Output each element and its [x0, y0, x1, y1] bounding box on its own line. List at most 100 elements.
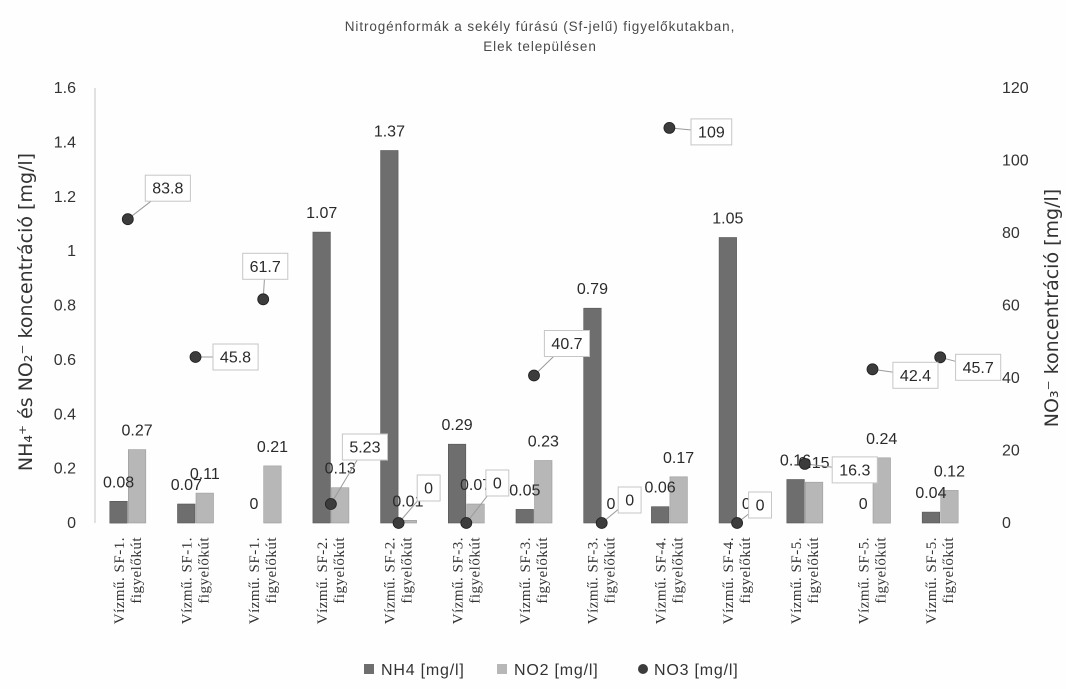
no3-data-label-group: 61.7 [242, 252, 289, 280]
x-tick-label: Vízmű. SF-3.figyelőkút [586, 537, 619, 625]
x-tick-label-line: Vízmű. SF-3. [518, 537, 534, 624]
y-tick-label-left: 0.4 [54, 406, 76, 423]
no2-data-label: 0.17 [663, 450, 694, 467]
x-tick-label-line: figyelőkút [400, 537, 416, 604]
no3-markers [121, 122, 947, 529]
no2-data-label: 0.27 [122, 423, 153, 440]
no2-data-label: 0.11 [190, 466, 220, 483]
x-tick-label: Vízmű. SF-5.figyelőkút [924, 537, 957, 625]
no3-marker [731, 517, 743, 529]
no3-data-label-group: 0 [485, 469, 510, 497]
nh4-data-label: 0.29 [442, 417, 473, 434]
no2-bar [669, 476, 688, 524]
no3-data-label-box [543, 330, 591, 357]
no3-data-label-group: 16.3 [831, 456, 878, 484]
y-axis-title-right: NO₃⁻ koncentráció [mg/l] [1041, 189, 1063, 427]
no3-data-label-group: 83.8 [144, 174, 191, 202]
no3-data-label-group: 109 [690, 118, 733, 146]
no3-data-label-box [341, 433, 388, 461]
nh4-bar [718, 237, 737, 524]
y-tick-label-right: 40 [1002, 370, 1020, 387]
no3-data-label-box [212, 343, 259, 371]
x-tick-label: Vízmű. SF-2.figyelőkút [383, 537, 416, 625]
y-tick-label-right: 80 [1002, 225, 1020, 242]
nh4-data-label: 0.08 [103, 474, 134, 491]
no2-data-label: 0.01 [392, 493, 423, 510]
no3-data-label: 45.7 [963, 360, 994, 377]
x-tick-label-line: figyelőkút [129, 537, 145, 604]
no3-data-label: 61.7 [250, 259, 281, 276]
x-tick-label: Vízmű. SF-5.figyelőkút [857, 537, 890, 625]
no2-bar [804, 481, 824, 524]
x-tick-label: Vízmű. SF-5.figyelőkút [789, 537, 822, 625]
no3-data-label-group: 45.8 [212, 343, 259, 371]
nh4-bar [109, 500, 128, 524]
no3-data-label-box [485, 469, 510, 497]
nh4-data-label: 0 [859, 496, 868, 513]
y-tick-label-left: 0.2 [54, 461, 76, 478]
nh4-bar [312, 231, 331, 524]
y-tick-label-right: 60 [1002, 298, 1020, 315]
bars [109, 150, 959, 524]
y-tick-label-right: 0 [1002, 515, 1011, 532]
no2-data-label: 0.21 [257, 439, 288, 456]
no3-data-label: 16.3 [839, 462, 870, 479]
no2-data-label: 0 [742, 496, 751, 513]
no3-data-label: 42.4 [900, 368, 931, 385]
x-tick-label-line: figyelőkút [738, 537, 754, 604]
y-tick-label-right: 100 [1002, 153, 1029, 170]
no3-data-label-group: 0 [617, 486, 642, 514]
no3-marker [324, 498, 337, 510]
nh4-bar [786, 479, 805, 524]
x-tick-label: Vízmű. SF-2.figyelőkút [315, 537, 348, 625]
legend-label-no3: NO3 [mg/l] [654, 662, 738, 679]
x-tick-label-line: Vízmű. SF-5. [789, 537, 805, 624]
x-tick-label-line: Vízmű. SF-2. [383, 537, 399, 624]
legend-item-no2: NO2 [mg/l] [497, 662, 598, 679]
no3-data-label-group: 40.7 [543, 330, 591, 357]
y-tick-label-left: 0.6 [54, 352, 76, 369]
y-tick-label-right: 120 [1002, 80, 1029, 97]
no3-data-label-box [892, 361, 939, 389]
no2-data-label: 0 [606, 496, 615, 513]
no2-data-label: 0.07 [460, 477, 491, 494]
no3-marker [595, 517, 608, 529]
x-tick-label-line: Vízmű. SF-3. [450, 537, 466, 624]
no3-marker [257, 293, 270, 306]
nh4-bar [921, 511, 941, 524]
no3-marker [189, 351, 202, 363]
x-tick-label-line: Vízmű. SF-2. [315, 537, 331, 624]
legend-item-no3: NO3 [mg/l] [638, 662, 738, 679]
legend-swatch-no3 [638, 664, 648, 674]
y-tick-label-left: 1.2 [54, 189, 76, 206]
y-tick-label-left: 0.8 [54, 298, 76, 315]
no3-data-label-box [242, 252, 289, 280]
no3-data-label-group: 0 [416, 474, 441, 502]
no3-data-label-group: 42.4 [892, 361, 939, 389]
x-tick-label: Vízmű. SF-1.figyelőkút [180, 537, 213, 625]
no2-bar [466, 503, 485, 524]
no3-data-label: 109 [698, 124, 725, 141]
legend-swatch-nh4 [364, 664, 374, 674]
no2-bar [534, 460, 553, 524]
x-tick-label-line: Vízmű. SF-1. [180, 537, 196, 624]
legend-swatch-no2 [497, 664, 507, 674]
no3-data-label-box [955, 353, 1002, 381]
no2-bar [940, 490, 959, 524]
x-tick-label-line: figyelőkút [197, 537, 213, 604]
x-tick-label: Vízmű. SF-1.figyelőkút [112, 537, 145, 625]
nh4-bar [515, 509, 534, 524]
bar-data-labels: 0.08 0.0701.071.370.290.050.790.061.050.1… [103, 124, 965, 514]
x-tick-label-line: Vízmű. SF-1. [112, 537, 128, 624]
no3-data-label: 0 [756, 498, 765, 515]
nh4-data-label: 1.07 [306, 205, 337, 222]
no3-data-label-box [617, 486, 642, 514]
no2-bar [195, 492, 214, 524]
x-tick-label-line: Vízmű. SF-1. [247, 537, 263, 624]
nh4-bar [447, 443, 467, 524]
x-tick-label: Vízmű. SF-4.figyelőkút [721, 537, 754, 625]
x-tick-label-line: Vízmű. SF-5. [857, 537, 873, 624]
no3-data-label-box [831, 456, 878, 484]
nh4-data-label: 0.05 [509, 482, 540, 499]
